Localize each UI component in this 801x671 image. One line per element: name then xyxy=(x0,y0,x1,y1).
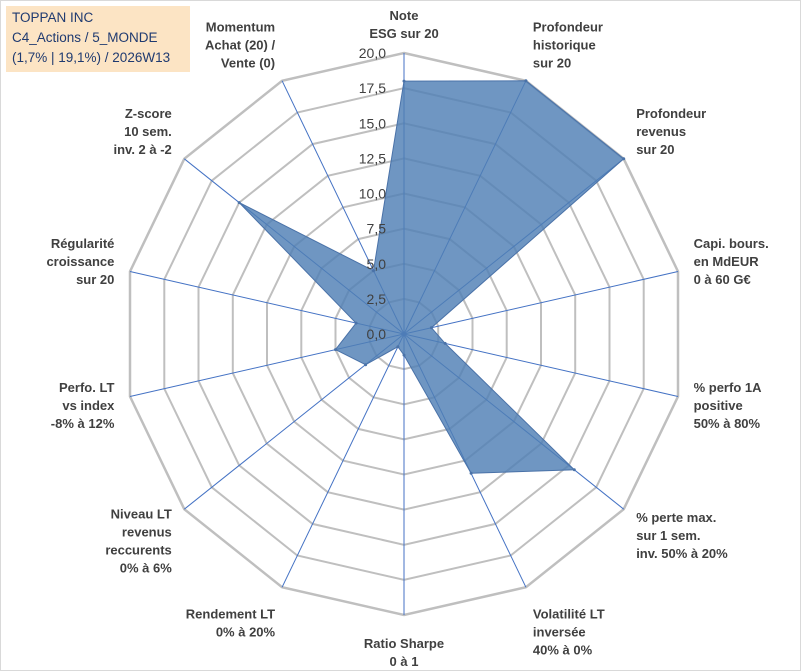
axis-label-line: Rendement LT xyxy=(186,607,275,622)
axis-label-line: 0 à 1 xyxy=(390,654,419,669)
axis-label-line: revenus xyxy=(636,124,686,139)
data-point xyxy=(396,345,400,349)
axis-label-line: 0% à 20% xyxy=(216,625,276,640)
axis-label-line: % perfo 1A xyxy=(694,380,763,395)
axis-label-line: 0 à 60 G€ xyxy=(694,272,751,287)
data-points xyxy=(237,79,626,475)
axis-label: Capi. bours. en MdEUR 0 à 60 G€ xyxy=(694,236,769,287)
data-point xyxy=(334,348,337,352)
axis-label-line: inv. 50% à 20% xyxy=(636,546,728,561)
axis-label-line: 10 sem. xyxy=(124,124,172,139)
axis-label-line: inv. 2 à -2 xyxy=(114,142,172,157)
axis-spoke xyxy=(403,271,679,335)
axis-label-line: positive xyxy=(694,398,743,413)
axis-label: Régularité croissance sur 20 xyxy=(46,236,114,287)
tick-label: 7,5 xyxy=(367,221,387,237)
axis-label-line: 0% à 6% xyxy=(120,561,172,576)
tick-label: 15,0 xyxy=(359,115,386,131)
axis-label: Momentum Achat (20) / Vente (0) xyxy=(205,19,275,70)
axis-label-line: historique xyxy=(533,37,596,52)
axis-label-line: sur 20 xyxy=(533,55,571,70)
data-point xyxy=(429,326,433,330)
axis-label: Z-score 10 sem. inv. 2 à -2 xyxy=(114,106,172,157)
axis-label-line: Profondeur xyxy=(533,19,603,34)
axis-label-line: Momentum xyxy=(206,19,275,34)
data-point xyxy=(622,157,626,161)
axis-label: Niveau LT revenus reccurents 0% à 6% xyxy=(105,507,172,576)
axis-label: % perte max. sur 1 sem. inv. 50% à 20% xyxy=(636,510,728,561)
axis-label-line: vs index xyxy=(62,398,115,413)
axis-label-line: reccurents xyxy=(105,543,171,558)
axis-label-line: Z-score xyxy=(125,106,172,121)
data-point xyxy=(469,471,473,475)
tick-label: 12,5 xyxy=(359,150,386,166)
axis-label-line: Perfo. LT xyxy=(59,380,114,395)
tick-label: 10,0 xyxy=(359,186,386,202)
axis-label-line: Ratio Sharpe xyxy=(364,636,444,651)
axis-label: Perfo. LT vs index -8% à 12% xyxy=(51,380,115,431)
axis-label: Note ESG sur 20 xyxy=(369,8,438,41)
axis-label-line: sur 20 xyxy=(636,142,674,157)
tick-label: 17,5 xyxy=(359,80,386,96)
axis-label-line: en MdEUR xyxy=(694,254,760,269)
axis-label-line: Profondeur xyxy=(636,106,706,121)
axis-label: Rendement LT 0% à 20% xyxy=(186,607,276,640)
axis-labels: Note ESG sur 20 Profondeur historique sur 20… xyxy=(46,8,768,669)
axis-label-line: Volatilité LT xyxy=(533,607,605,622)
data-point xyxy=(364,363,368,367)
axis-label: Profondeur revenus sur 20 xyxy=(636,106,706,157)
data-point xyxy=(443,341,447,345)
data-point xyxy=(402,79,406,83)
axis-spoke xyxy=(281,333,405,588)
axis-label-line: sur 20 xyxy=(76,272,114,287)
tick-labels: 0,0 2,5 5,0 7,5 10,0 12,5 15,0 17,5 20,0 xyxy=(359,45,386,342)
axis-label-line: revenus xyxy=(122,525,172,540)
axis-label-line: Niveau LT xyxy=(111,507,172,522)
data-point xyxy=(524,79,528,83)
chart-title-box: TOPPAN INC C4_Actions / 5_MONDE (1,7% | … xyxy=(6,6,190,72)
tick-label: 2,5 xyxy=(367,291,387,307)
axis-label-line: inversée xyxy=(533,625,586,640)
tick-label: 5,0 xyxy=(367,256,387,272)
tick-label: 20,0 xyxy=(359,45,386,61)
axis-label-line: Vente (0) xyxy=(221,55,275,70)
axis-label-line: Capi. bours. xyxy=(694,236,769,251)
axis-label-line: Régularité xyxy=(51,236,115,251)
chart-title-category: C4_Actions / 5_MONDE xyxy=(12,30,158,45)
chart-title-stats: (1,7% | 19,1%) / 2026W13 xyxy=(12,50,171,65)
axis-label-line: 40% à 0% xyxy=(533,643,593,658)
data-point xyxy=(402,353,406,357)
axis-label: Profondeur historique sur 20 xyxy=(533,19,603,70)
tick-label: 0,0 xyxy=(367,326,387,342)
axis-label-line: Note xyxy=(390,8,419,23)
data-point xyxy=(237,201,241,205)
data-point xyxy=(372,269,375,273)
axis-label-line: Achat (20) / xyxy=(205,37,275,52)
axis-label: Ratio Sharpe 0 à 1 xyxy=(364,636,444,669)
axis-label-line: -8% à 12% xyxy=(51,416,115,431)
axis-label: % perfo 1A positive 50% à 80% xyxy=(694,380,763,431)
axis-label-line: ESG sur 20 xyxy=(369,26,438,41)
axis-label-line: 50% à 80% xyxy=(694,416,761,431)
axis-label-line: sur 1 sem. xyxy=(636,528,700,543)
data-point xyxy=(354,321,358,325)
axis-label-line: % perte max. xyxy=(636,510,716,525)
axis-label: Volatilité LT inversée 40% à 0% xyxy=(533,607,605,658)
axis-spoke xyxy=(403,333,679,397)
data-point xyxy=(572,468,576,472)
chart-title-company: TOPPAN INC xyxy=(12,10,94,25)
axis-label-line: croissance xyxy=(46,254,114,269)
